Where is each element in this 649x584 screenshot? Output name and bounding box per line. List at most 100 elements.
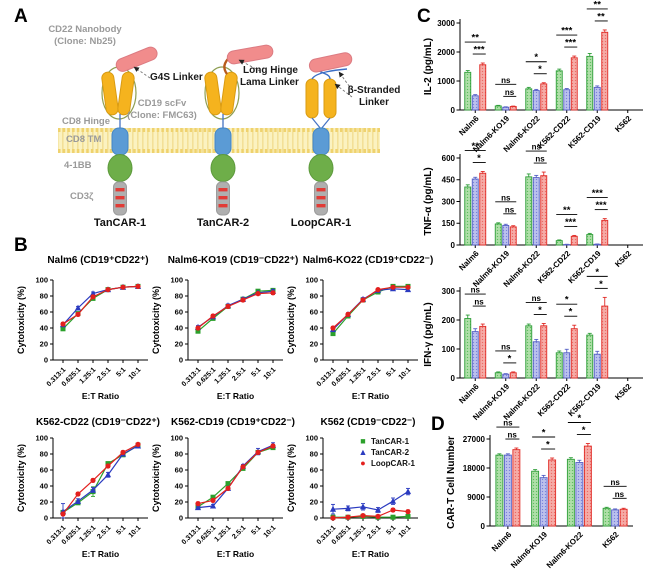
svg-text:450: 450: [442, 176, 456, 185]
svg-text:*: *: [578, 413, 582, 424]
svg-text:Cytotoxicity (%): Cytotoxicity (%): [286, 286, 296, 354]
svg-text:2.5:1: 2.5:1: [231, 366, 247, 382]
svg-text:E:T Ratio: E:T Ratio: [352, 391, 389, 401]
svg-text:100: 100: [35, 276, 48, 285]
line-chart-nalm6-ko19: 0 20 40 60 80 100 0.313:1 0.625:1 1.25:1 2.5:1 5:1…: [150, 274, 300, 412]
panel-b-label: B: [14, 235, 28, 256]
svg-text:0: 0: [44, 514, 48, 523]
svg-text:K562: K562: [613, 249, 633, 269]
svg-text:Nalm6-KO22: Nalm6-KO22: [545, 530, 585, 570]
scfv-domain: [204, 71, 222, 116]
svg-text:Cytotoxicity (%): Cytotoxicity (%): [16, 444, 26, 512]
svg-text:**: **: [472, 33, 480, 44]
beta-strand-linker-line: [311, 68, 348, 80]
svg-text:ns: ns: [610, 478, 620, 487]
cd22-nanobody-clone-label: (Clone: Nb25): [54, 36, 116, 47]
svg-text:40: 40: [310, 482, 318, 491]
svg-text:K562: K562: [613, 114, 633, 134]
svg-text:3000: 3000: [437, 19, 455, 28]
svg-text:ns: ns: [535, 155, 545, 164]
svg-text:CAR-T Cell Number: CAR-T Cell Number: [446, 436, 457, 529]
svg-text:ns: ns: [532, 143, 542, 152]
chart-title-k562: K562 (CD19⁻CD22⁻): [320, 417, 416, 428]
svg-text:*: *: [599, 279, 603, 290]
4-1bb-domain: [308, 154, 334, 182]
svg-text:80: 80: [175, 292, 183, 301]
svg-text:1.25:1: 1.25:1: [213, 524, 232, 543]
svg-text:20: 20: [310, 498, 318, 507]
svg-text:Nalm6: Nalm6: [457, 382, 481, 406]
svg-text:40: 40: [175, 324, 183, 333]
svg-text:ns: ns: [503, 419, 513, 428]
svg-text:80: 80: [40, 450, 48, 459]
svg-text:*: *: [565, 295, 569, 306]
svg-text:100: 100: [305, 434, 318, 443]
tancar1-diagram: [101, 46, 158, 216]
svg-text:*: *: [595, 267, 599, 278]
svg-text:1.25:1: 1.25:1: [213, 366, 232, 385]
bar-chart-ifng: 0 100 200 300 IFN-γ (pg/mL) Nalm6 ns ns Nalm6-KO…: [415, 267, 649, 422]
bar-chart-cart-number: 0 9000 18000 27000 CAR-T Cell Number Nalm6 ns n…: [430, 413, 649, 584]
chart-title-k562-cd19: K562-CD19 (CD19⁺CD22⁻): [171, 417, 295, 428]
svg-text:2.5:1: 2.5:1: [231, 524, 247, 540]
svg-text:20: 20: [40, 340, 48, 349]
svg-text:1.25:1: 1.25:1: [348, 524, 367, 543]
svg-text:5:1: 5:1: [115, 524, 127, 536]
svg-text:10:1: 10:1: [398, 366, 413, 381]
svg-text:Nalm6: Nalm6: [457, 114, 481, 138]
chart-title-nalm6-ko22: Nalm6-KO22 (CD19⁺CD22⁻): [302, 255, 434, 266]
svg-text:Cytotoxicity (%): Cytotoxicity (%): [16, 286, 26, 354]
chart-title-nalm6: Nalm6 (CD19⁺CD22⁺): [47, 255, 149, 266]
cd8-hinge-line: [311, 117, 322, 130]
svg-text:80: 80: [310, 450, 318, 459]
beta-pointer-arrow: [338, 71, 353, 91]
svg-text:***: ***: [473, 45, 484, 56]
svg-text:40: 40: [310, 324, 318, 333]
lama-linker-label: Lama Linker: [240, 77, 299, 88]
panel-d-label: D: [431, 414, 445, 435]
svg-text:E:T Ratio: E:T Ratio: [82, 391, 119, 401]
svg-text:Nalm6-KO19: Nalm6-KO19: [509, 530, 549, 570]
svg-text:0: 0: [179, 356, 183, 365]
nanobody-domain: [226, 44, 274, 65]
svg-text:E:T Ratio: E:T Ratio: [352, 549, 389, 559]
bar-chart-svg: 0 9000 18000 27000 CAR-T Cell Number Nalm6 ns n…: [446, 413, 633, 570]
svg-text:10:1: 10:1: [398, 524, 413, 539]
svg-text:K562-CD19: K562-CD19: [566, 114, 603, 151]
svg-text:80: 80: [175, 450, 183, 459]
svg-text:100: 100: [170, 434, 183, 443]
cd19-scfv-clone-label: (Clone: FMC63): [127, 110, 197, 121]
g4s-loop-linker: [204, 66, 240, 120]
svg-text:0: 0: [481, 522, 486, 531]
svg-text:ns: ns: [507, 431, 517, 440]
svg-text:E:T Ratio: E:T Ratio: [82, 549, 119, 559]
svg-text:1000: 1000: [437, 77, 455, 86]
svg-text:0: 0: [179, 514, 183, 523]
svg-text:20: 20: [175, 498, 183, 507]
svg-text:18000: 18000: [463, 464, 486, 473]
long-hinge-label: Long Hinge: [243, 65, 298, 76]
svg-text:ns: ns: [501, 193, 511, 202]
svg-text:*: *: [542, 428, 546, 439]
g4s-pointer-arrow: [133, 66, 151, 79]
svg-text:K562: K562: [601, 530, 621, 550]
svg-text:IL-2 (pg/mL): IL-2 (pg/mL): [423, 38, 434, 95]
svg-text:IFN-γ (pg/mL): IFN-γ (pg/mL): [423, 302, 434, 366]
g4s-linker-label: G4S Linker: [150, 72, 203, 83]
svg-text:ns: ns: [532, 294, 542, 303]
triangle-marker-icon: ▲: [358, 447, 368, 457]
legend-item-tancar1: ■ TanCAR-1: [358, 436, 415, 447]
circle-marker-icon: ●: [360, 458, 366, 468]
svg-text:Nalm6: Nalm6: [490, 530, 514, 554]
svg-text:9000: 9000: [467, 493, 485, 502]
svg-text:80: 80: [40, 292, 48, 301]
4-1bb-label: 4-1BB: [64, 160, 92, 171]
svg-text:K562: K562: [613, 382, 633, 402]
svg-text:0: 0: [451, 106, 456, 115]
svg-text:0: 0: [451, 374, 456, 383]
svg-text:0: 0: [314, 356, 318, 365]
svg-text:*: *: [538, 64, 542, 75]
panel-c-label: C: [417, 6, 431, 27]
